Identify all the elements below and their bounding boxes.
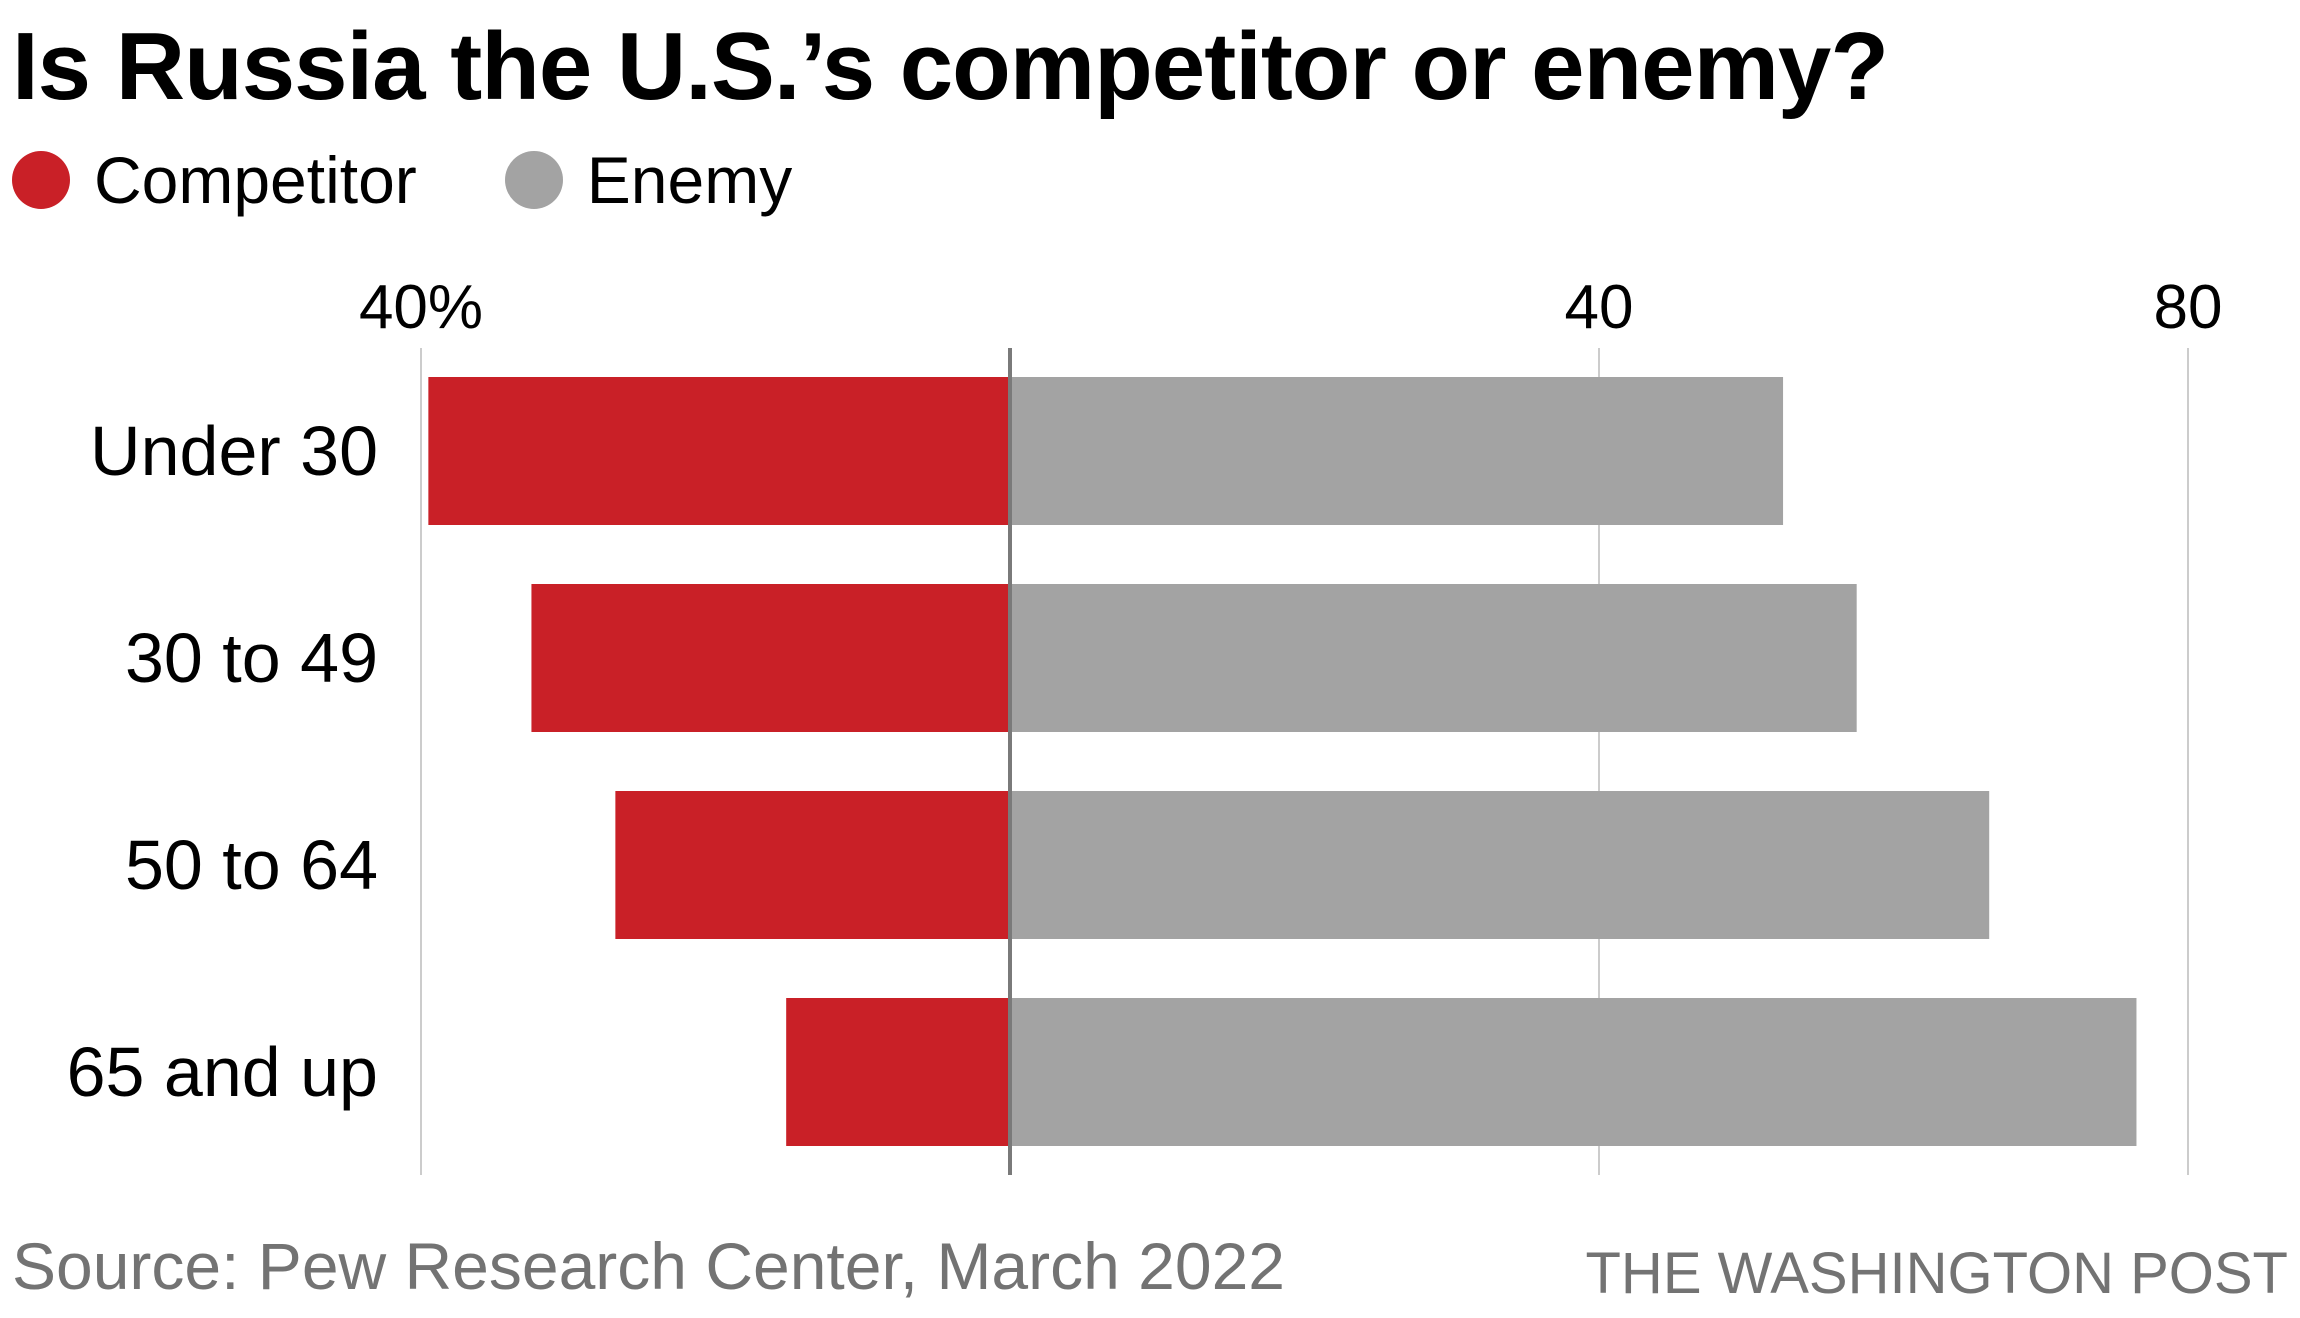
bar-competitor-0	[428, 377, 1010, 525]
chart-title: Is Russia the U.S.’s competitor or enemy…	[12, 13, 1889, 120]
tick-label-1: 40	[1565, 273, 1634, 342]
legend-label-enemy: Enemy	[586, 143, 793, 217]
legend-swatch-enemy	[504, 151, 563, 209]
category-label-3: 65 and up	[67, 1033, 378, 1111]
legend-item-competitor: Competitor	[12, 142, 417, 218]
bar-competitor-2	[615, 791, 1010, 939]
legend-label-competitor: Competitor	[94, 143, 417, 217]
bar-enemy-0	[1010, 377, 1784, 525]
bar-competitor-1	[531, 584, 1010, 732]
bar-enemy-3	[1010, 998, 2137, 1146]
tick-label-2: 80	[2154, 273, 2223, 342]
category-label-2: 50 to 64	[125, 826, 378, 904]
publisher-credit: THE WASHINGTON POST	[1585, 1241, 2289, 1306]
bar-enemy-1	[1010, 584, 1857, 732]
legend: Competitor Enemy	[12, 140, 880, 220]
bar-competitor-3	[786, 998, 1010, 1146]
legend-item-enemy: Enemy	[504, 142, 793, 218]
bar-enemy-2	[1010, 791, 1990, 939]
tick-label-0: 40%	[359, 273, 483, 342]
legend-swatch-competitor	[12, 151, 70, 209]
source-note: Source: Pew Research Center, March 2022	[12, 1229, 1285, 1303]
category-label-1: 30 to 49	[125, 619, 378, 697]
category-label-0: Under 30	[90, 412, 378, 490]
